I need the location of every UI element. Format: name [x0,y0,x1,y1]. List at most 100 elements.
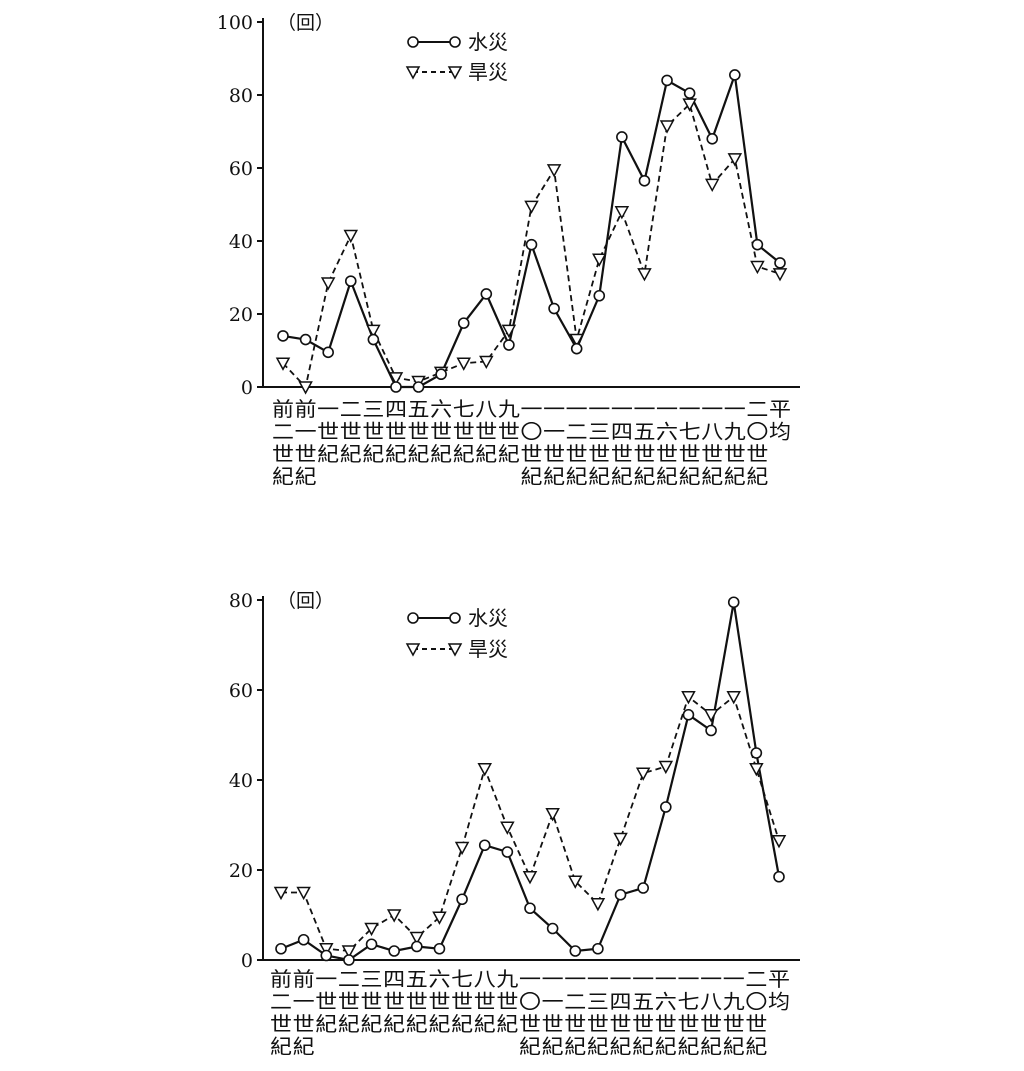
x-tick-label: 五世紀 [406,967,428,1036]
x-tick-char: 前 [293,967,315,991]
x-tick-char: 世 [543,442,565,466]
series-line-旱災 [281,695,780,952]
x-tick-label: 三世紀 [361,967,383,1036]
x-tick-char: 世 [588,442,610,466]
point-水災 [322,346,334,359]
x-tick-char: 三 [361,967,383,991]
x-tick-char: 紀 [272,465,294,489]
y-tick-label: 100 [217,12,253,34]
x-tick-char: 紀 [519,1035,541,1059]
point-旱災 [273,886,289,901]
x-tick-char: 二 [272,420,294,444]
x-tick-char: 一 [587,967,609,991]
x-tick-char: 紀 [587,1035,609,1059]
point-水災 [570,342,583,355]
point-旱災 [703,709,719,723]
point-旱災 [750,260,765,275]
x-tick-char: 紀 [293,1035,315,1059]
point-旱災 [501,324,517,338]
y-tick-label: 20 [229,860,253,882]
point-旱災 [366,324,381,338]
point-水災 [320,949,333,962]
point-旱災 [298,381,313,395]
x-tick-label: 七世紀 [451,967,473,1036]
x-tick-char: 〇 [519,990,541,1014]
x-tick-char: 一 [656,397,678,421]
x-tick-char: 紀 [724,465,746,489]
x-tick-char: 一 [293,990,315,1014]
x-tick-label: 三世紀 [362,397,384,466]
x-tick-char: 紀 [543,465,565,489]
legend-label: 旱災 [468,637,508,661]
x-tick-char: 世 [746,442,768,466]
point-旱災 [432,911,447,925]
x-tick-label: 八世紀 [475,397,497,466]
x-tick-label: 二世紀 [338,967,360,1036]
point-旱災 [659,120,675,134]
point-旱災 [545,808,560,822]
x-tick-char: 世 [293,1012,315,1036]
point-水災 [503,339,515,351]
x-tick-char: 九 [723,990,745,1014]
x-tick-char: 四 [611,420,633,444]
x-tick-char: 世 [361,990,383,1014]
x-tick-char: 一 [543,420,565,444]
x-tick-label: 四世紀 [385,397,407,466]
point-旱災 [726,691,741,705]
x-tick-char: 二 [340,397,362,421]
x-tick-char: 紀 [610,1035,632,1059]
point-水災 [638,174,651,187]
point-旱災 [635,767,651,781]
x-tick-char: 紀 [745,1035,767,1059]
x-tick-char: 五 [408,397,430,421]
x-tick-char: 一 [701,397,723,421]
x-tick-char: 紀 [295,465,317,489]
x-tick-char: 一 [566,397,588,421]
legend-item-水災: 水災 [407,30,508,54]
legend-marker [405,66,421,80]
x-tick-char: 四 [610,990,632,1014]
point-旱災 [341,945,357,959]
x-tick-char: 前 [270,967,292,991]
x-tick-char: 世 [521,442,543,466]
y-tick-label: 40 [229,231,253,253]
point-旱災 [704,178,720,192]
legend-marker [447,643,463,657]
point-旱災 [613,832,628,847]
x-tick-char: 二 [564,990,586,1014]
x-tick-char: 世 [453,420,475,444]
x-tick-char: 世 [745,1012,767,1036]
x-tick-char: 世 [611,442,633,466]
x-tick-char: 均 [768,990,790,1014]
x-tick-char: 一 [317,397,339,421]
point-水災 [501,846,514,858]
legend-item-旱災: 旱災 [405,60,508,84]
x-tick-char: 九 [496,967,518,991]
x-tick-char: 紀 [474,1012,496,1036]
x-tick-char: 世 [587,1012,609,1036]
x-tick-char: 世 [632,1012,654,1036]
legend-marker [405,643,421,657]
x-tick-label: 八世紀 [474,967,496,1036]
point-水災 [525,238,538,251]
x-tick-char: 世 [428,990,450,1014]
x-tick-char: 一 [564,967,586,991]
x-tick-char: 世 [542,1012,564,1036]
x-tick-char: 紀 [451,1012,473,1036]
x-tick-char: 一 [588,397,610,421]
point-旱災 [727,153,743,167]
x-tick-char: 紀 [338,1012,360,1036]
point-水災 [614,888,627,901]
x-tick-label: 一世紀 [317,397,339,466]
legend-marker [449,36,461,48]
x-tick-char: 〇 [745,990,767,1014]
point-旱災 [568,875,583,889]
point-旱災 [388,372,404,386]
